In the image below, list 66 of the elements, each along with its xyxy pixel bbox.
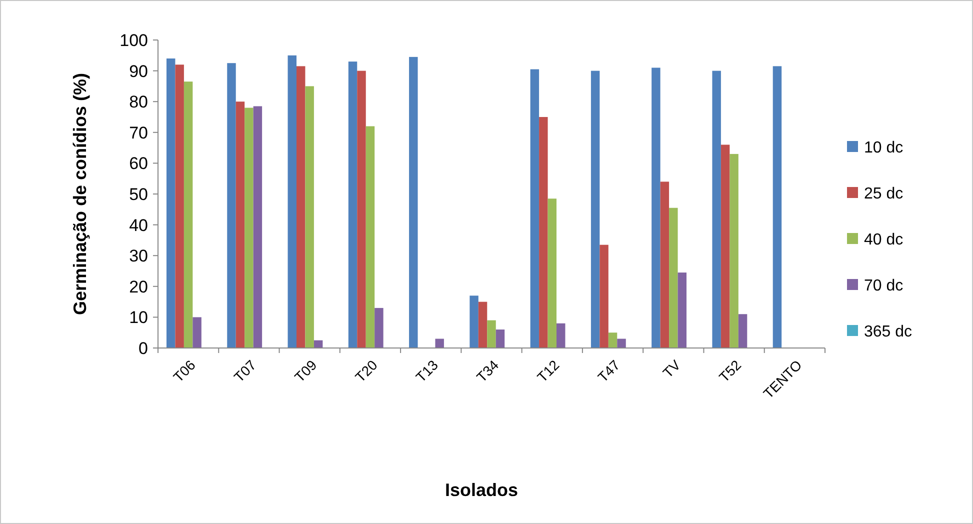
bar	[530, 69, 540, 348]
legend-label: 365 dc	[864, 324, 912, 341]
bar	[435, 338, 444, 348]
y-tick-label: 50	[129, 184, 148, 204]
y-axis-title: Germinação de conídios (%)	[70, 72, 90, 316]
bar	[539, 117, 548, 348]
x-tick-label: T20	[352, 356, 380, 386]
y-tick-label: 10	[129, 308, 148, 328]
y-tick-label: 0	[138, 338, 148, 358]
bar	[660, 182, 670, 348]
bar	[236, 102, 245, 348]
bar	[357, 70, 366, 348]
y-tick-label: 30	[129, 246, 148, 266]
bar	[348, 62, 358, 348]
bar	[678, 272, 687, 348]
bar	[487, 320, 496, 348]
bar	[772, 66, 782, 348]
x-tick-label: T52	[716, 356, 744, 386]
bar	[608, 332, 618, 348]
x-tick-label: TV	[660, 356, 684, 381]
x-tick-label: T07	[230, 356, 260, 386]
bar	[166, 58, 176, 348]
bar	[305, 86, 314, 348]
bar	[470, 296, 478, 348]
bar	[175, 64, 184, 348]
bar	[296, 66, 306, 348]
bar	[738, 314, 748, 348]
bar	[409, 56, 418, 348]
bar	[244, 108, 254, 348]
bar	[556, 323, 566, 348]
x-tick-label: T12	[534, 356, 562, 386]
y-tick-label: 70	[129, 123, 148, 142]
bar	[184, 82, 193, 348]
bar	[366, 126, 375, 348]
x-tick-label: T34	[473, 356, 502, 386]
y-tick-label: 20	[129, 277, 148, 296]
bar	[730, 154, 738, 348]
legend-label: 25 dc	[864, 186, 904, 203]
bar	[496, 330, 505, 348]
x-tick-label: T09	[291, 356, 320, 386]
bar	[590, 70, 600, 348]
bar	[253, 106, 262, 348]
bar	[374, 308, 384, 348]
y-tick-label: 80	[129, 92, 148, 112]
bar	[617, 338, 626, 348]
bar	[600, 244, 608, 348]
bar	[652, 68, 660, 348]
bar	[669, 208, 678, 348]
y-tick-label: 40	[129, 216, 148, 235]
bar	[712, 70, 721, 348]
x-tick-label: T06	[170, 356, 199, 386]
bar	[478, 302, 488, 348]
legend-label: 10 dc	[864, 140, 904, 157]
bar	[192, 317, 202, 348]
legend-label: 70 dc	[864, 278, 904, 295]
x-tick-label: T47	[594, 356, 624, 386]
bar	[227, 63, 236, 348]
x-axis-title: Isolados	[444, 480, 518, 500]
y-tick-label: 90	[129, 62, 148, 81]
bar	[548, 198, 557, 348]
x-tick-label: T13	[412, 356, 442, 386]
bar	[720, 144, 730, 348]
bar	[288, 55, 296, 348]
legend-label: 40 dc	[864, 232, 904, 249]
y-tick-label: 60	[129, 154, 148, 174]
y-tick-label: 100	[120, 30, 148, 50]
